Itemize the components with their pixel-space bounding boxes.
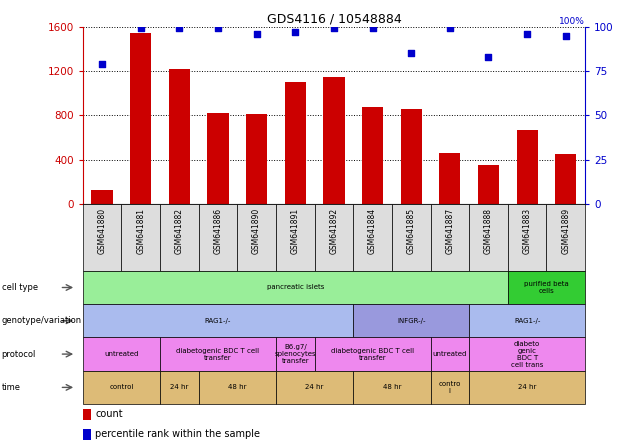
Point [135, 25, 146, 32]
Text: genotype/variation: genotype/variation [2, 316, 82, 325]
Text: time: time [2, 383, 20, 392]
Bar [516, 130, 538, 204]
Bar [169, 69, 190, 204]
FancyBboxPatch shape [160, 204, 198, 271]
Text: cell type: cell type [2, 283, 38, 292]
FancyBboxPatch shape [121, 204, 160, 271]
Text: diabetogenic BDC T cell
transfer: diabetogenic BDC T cell transfer [331, 348, 414, 361]
Text: RAG1-/-: RAG1-/- [514, 318, 541, 324]
Text: GSM641889: GSM641889 [562, 208, 570, 254]
Text: GSM641887: GSM641887 [445, 208, 454, 254]
Text: diabetogenic BDC T cell
transfer: diabetogenic BDC T cell transfer [176, 348, 259, 361]
Text: INFGR-/-: INFGR-/- [397, 318, 425, 324]
Point [251, 30, 261, 37]
Bar [207, 113, 228, 204]
Bar [401, 109, 422, 204]
Text: percentile rank within the sample: percentile rank within the sample [95, 429, 260, 440]
FancyBboxPatch shape [83, 204, 121, 271]
Text: 24 hr: 24 hr [518, 385, 536, 390]
FancyBboxPatch shape [315, 204, 353, 271]
Text: GSM641883: GSM641883 [523, 208, 532, 254]
Bar [83, 409, 91, 420]
Title: GDS4116 / 10548884: GDS4116 / 10548884 [266, 12, 401, 25]
Bar [285, 82, 306, 204]
Bar [439, 153, 460, 204]
FancyBboxPatch shape [392, 204, 431, 271]
Bar [478, 166, 499, 204]
Text: RAG1-/-: RAG1-/- [205, 318, 231, 324]
Text: GSM641880: GSM641880 [97, 208, 106, 254]
Point [213, 25, 223, 32]
Text: control: control [109, 385, 134, 390]
FancyBboxPatch shape [508, 204, 546, 271]
Text: GSM641882: GSM641882 [175, 208, 184, 254]
Text: pancreatic islets: pancreatic islets [266, 285, 324, 290]
Text: 100%: 100% [559, 17, 585, 26]
Text: diabeto
genic
BDC T
cell trans: diabeto genic BDC T cell trans [511, 341, 543, 368]
Point [174, 25, 184, 32]
Text: B6.g7/
splenocytes
transfer: B6.g7/ splenocytes transfer [275, 344, 316, 364]
Text: GSM641890: GSM641890 [252, 208, 261, 254]
Text: GSM641888: GSM641888 [484, 208, 493, 254]
Point [445, 25, 455, 32]
Bar [83, 429, 91, 440]
Bar [92, 190, 113, 204]
FancyBboxPatch shape [353, 204, 392, 271]
Point [522, 30, 532, 37]
FancyBboxPatch shape [237, 204, 276, 271]
Point [483, 53, 494, 60]
Point [329, 25, 339, 32]
FancyBboxPatch shape [546, 204, 585, 271]
Text: 24 hr: 24 hr [305, 385, 324, 390]
Bar [362, 107, 383, 204]
Point [97, 60, 107, 67]
Bar [555, 154, 576, 204]
Text: untreated: untreated [104, 351, 139, 357]
Point [406, 50, 417, 57]
Text: untreated: untreated [432, 351, 467, 357]
Text: purified beta
cells: purified beta cells [524, 281, 569, 294]
FancyBboxPatch shape [198, 204, 237, 271]
Text: 48 hr: 48 hr [383, 385, 401, 390]
Bar [130, 33, 151, 204]
Text: protocol: protocol [2, 349, 36, 359]
Text: 24 hr: 24 hr [170, 385, 188, 390]
Text: GSM641891: GSM641891 [291, 208, 300, 254]
Text: GSM641884: GSM641884 [368, 208, 377, 254]
Point [368, 25, 378, 32]
Point [561, 32, 571, 39]
Text: contro
l: contro l [439, 381, 461, 394]
Point [290, 28, 300, 36]
Text: GSM641886: GSM641886 [214, 208, 223, 254]
Text: GSM641885: GSM641885 [406, 208, 416, 254]
Bar [323, 77, 345, 204]
Bar [246, 114, 267, 204]
FancyBboxPatch shape [469, 204, 508, 271]
FancyBboxPatch shape [276, 204, 315, 271]
Text: count: count [95, 409, 123, 420]
Text: GSM641881: GSM641881 [136, 208, 145, 254]
Text: GSM641892: GSM641892 [329, 208, 338, 254]
Text: 48 hr: 48 hr [228, 385, 247, 390]
FancyBboxPatch shape [431, 204, 469, 271]
